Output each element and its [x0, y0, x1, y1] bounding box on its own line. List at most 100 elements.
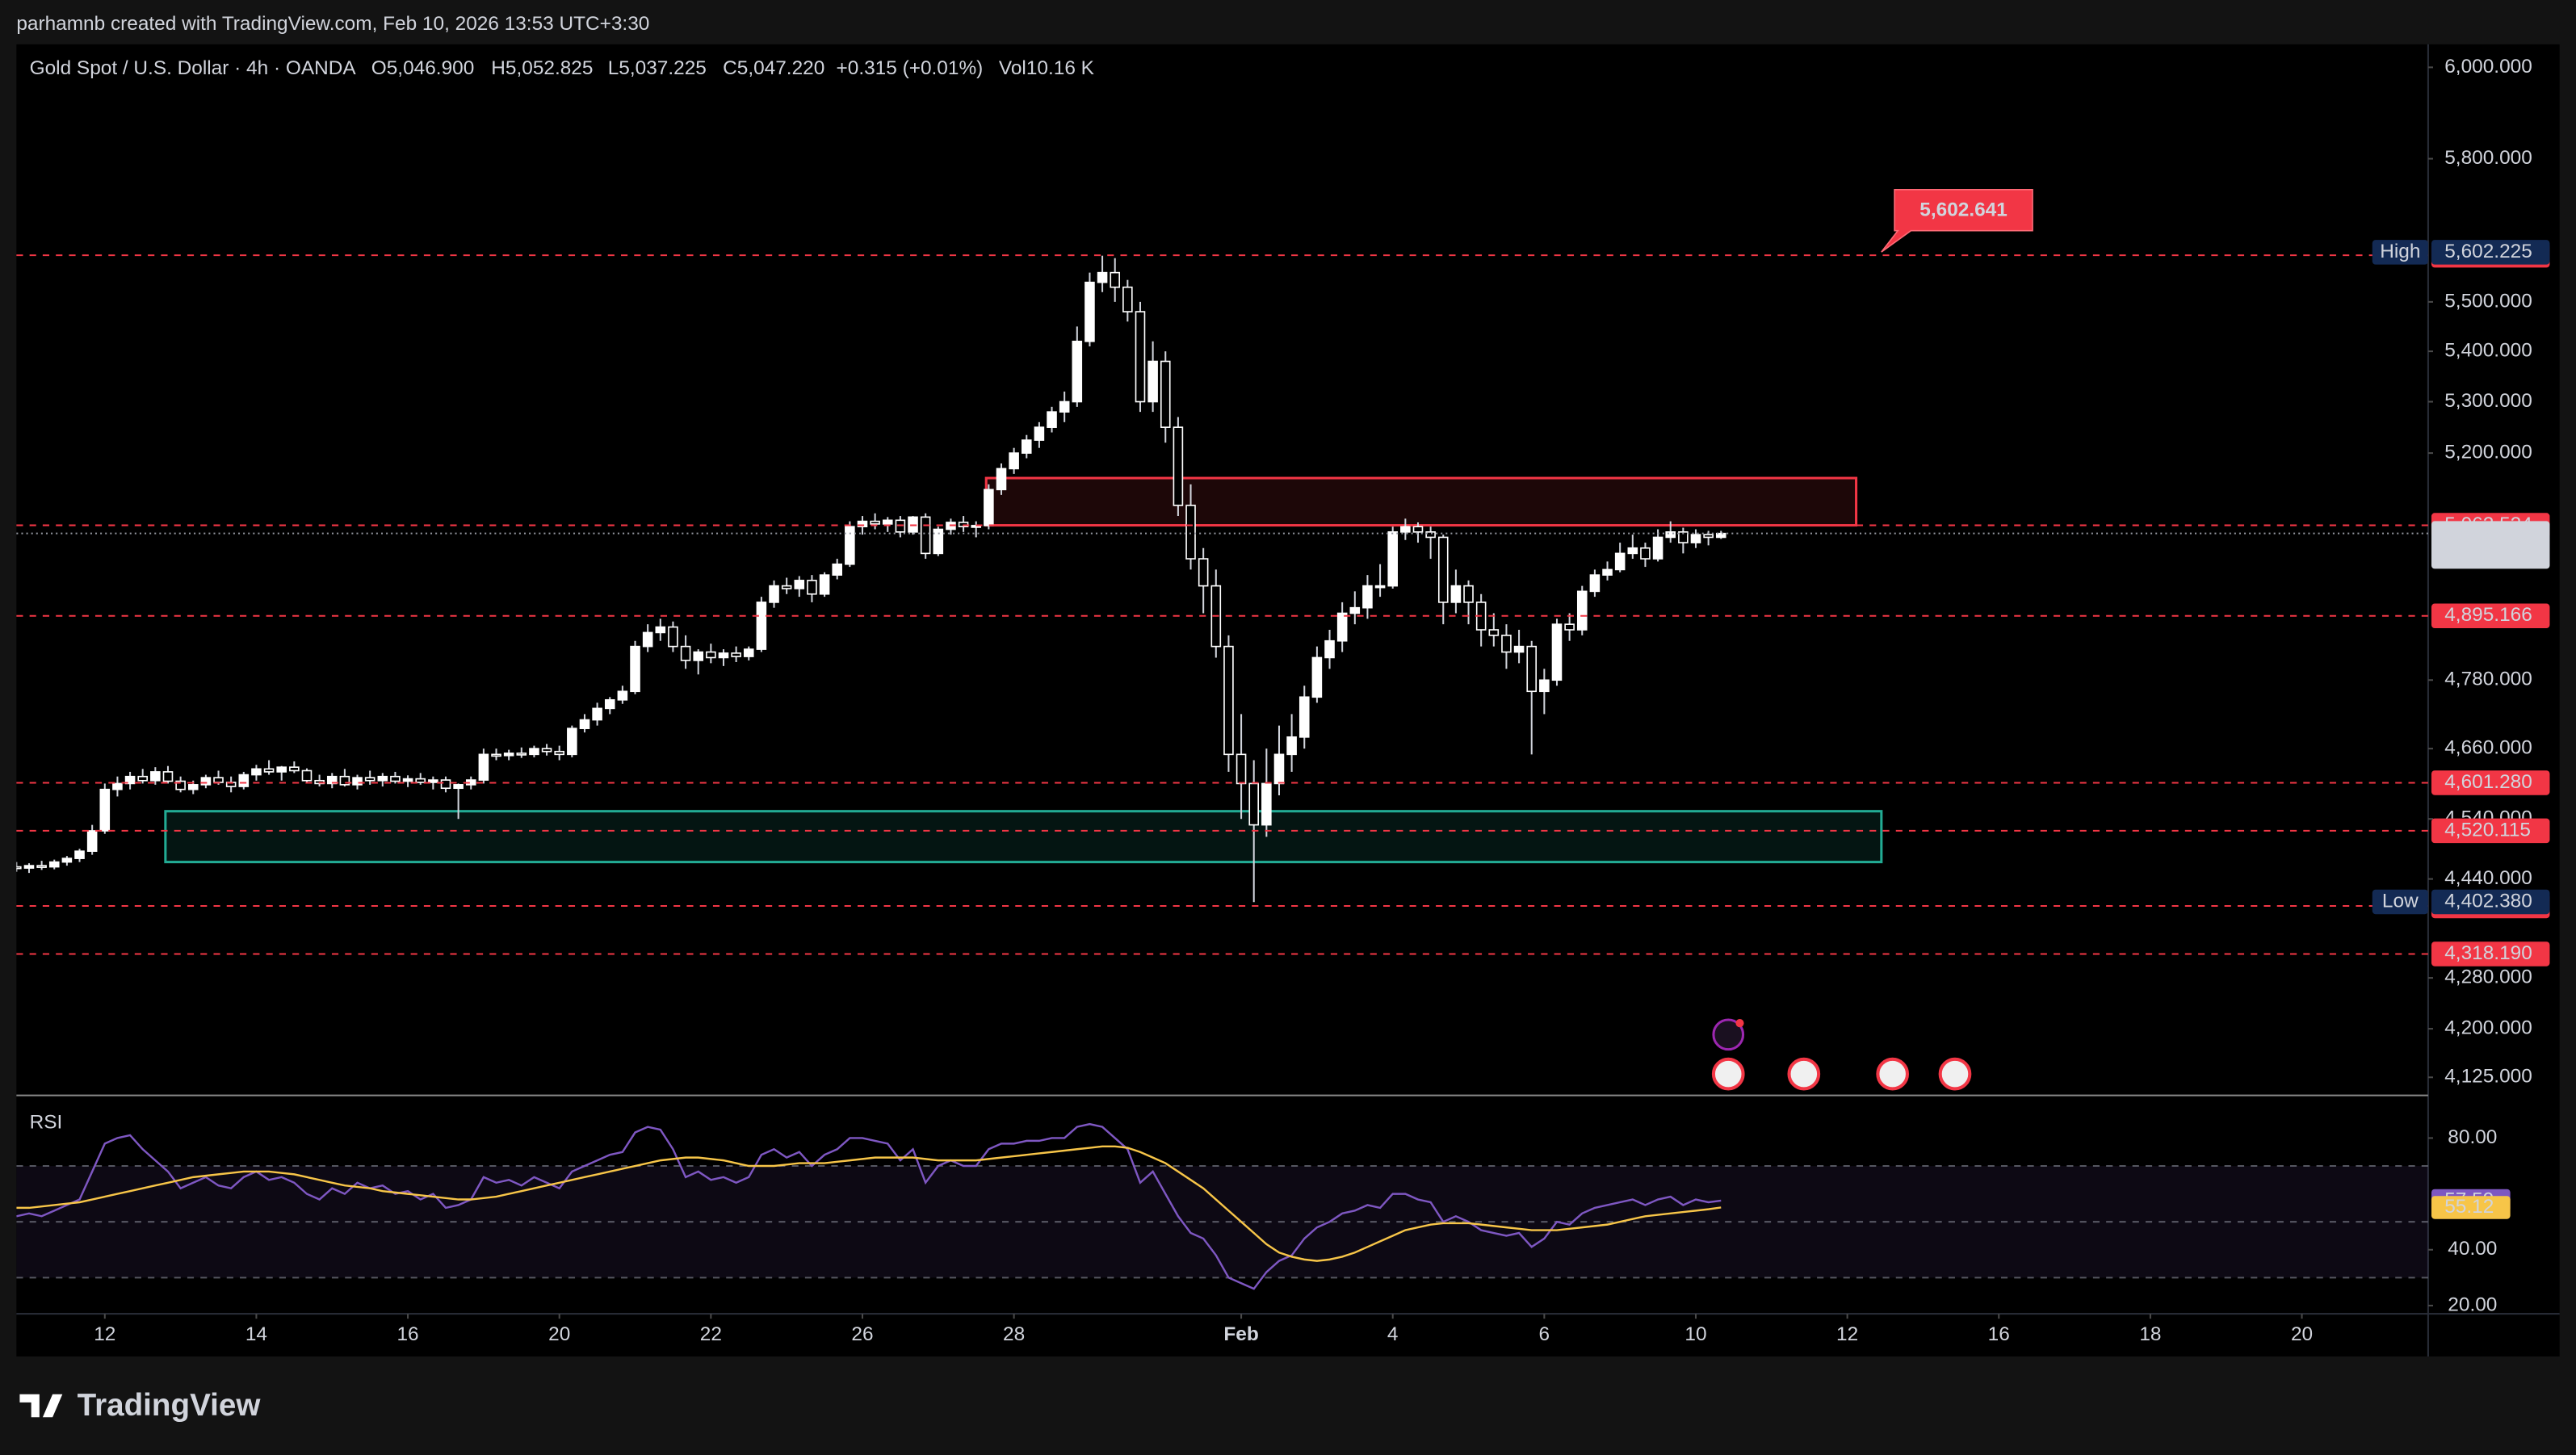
candle-body	[503, 753, 514, 757]
y-tick-label: 20.00	[2448, 1294, 2497, 1315]
candle-body	[1336, 612, 1348, 642]
candle-body	[516, 753, 527, 756]
candle-body	[592, 707, 602, 721]
candle-body	[124, 775, 136, 785]
candle-body	[1160, 360, 1171, 428]
candle-body	[1576, 590, 1588, 631]
rsi-value-box	[2431, 1196, 2511, 1219]
event-flag	[1711, 1057, 1745, 1091]
candle-body	[1425, 531, 1436, 539]
logo-text: TradingView	[78, 1388, 262, 1423]
candle-body	[1513, 645, 1525, 653]
candle-body	[617, 690, 628, 701]
candle-body	[1589, 574, 1601, 593]
candle-body	[604, 698, 615, 710]
level-label-box	[2431, 818, 2550, 844]
candle-body	[706, 651, 716, 659]
candle-body	[289, 766, 300, 772]
x-tick-label: 16	[1988, 1323, 2010, 1345]
candle-body	[1122, 286, 1133, 312]
price-pane	[16, 255, 1883, 903]
y-tick-label: 4,440.000	[2444, 867, 2532, 889]
candle-body	[390, 775, 401, 782]
candle-body	[1198, 558, 1209, 587]
rsi-line	[16, 1122, 1722, 1290]
candle-body	[187, 784, 199, 790]
candle-body	[857, 520, 868, 528]
candle-body	[870, 520, 880, 525]
candle-body	[845, 526, 855, 565]
candle-body	[175, 780, 186, 790]
callout-box	[1881, 189, 2033, 253]
candle-body	[579, 719, 590, 729]
candle-body	[1085, 281, 1095, 342]
callout-text: 5,602.641	[1919, 199, 2008, 221]
y-tick-label: 4,200.000	[2444, 1017, 2532, 1039]
candle-body	[1110, 271, 1120, 288]
candle-body	[428, 779, 438, 783]
zone	[164, 810, 1883, 864]
y-tick-label: 4,780.000	[2444, 669, 2532, 690]
candle-body	[655, 626, 666, 634]
last-price-label: 5,047.220	[2444, 522, 2532, 543]
candle-body	[1551, 623, 1563, 681]
x-tick-label: 4	[1387, 1323, 1399, 1345]
rsi-band	[16, 1166, 2428, 1278]
level-label: 4,895.166	[2444, 604, 2532, 626]
candle-body	[541, 748, 552, 753]
y-tick-label: 40.00	[2448, 1238, 2497, 1260]
candle-body	[1286, 736, 1297, 756]
ohlc-legend: +0.315 (+0.01%)	[837, 57, 984, 79]
candle-body	[920, 516, 931, 555]
ohlc-legend: Vol10.16 K	[999, 57, 1094, 79]
x-tick-label: 12	[1836, 1323, 1858, 1345]
candle-body	[1678, 531, 1689, 543]
candle-body	[238, 774, 250, 787]
x-tick-label: Feb	[1223, 1323, 1258, 1345]
extreme-tag: High	[2380, 241, 2420, 262]
level-label: 4,520.115	[2444, 819, 2531, 841]
candle-body	[251, 768, 262, 776]
candle-body	[807, 580, 817, 595]
candle-body	[1690, 534, 1701, 543]
extreme-tag: Low	[2382, 890, 2419, 912]
x-tick-label: 20	[548, 1323, 570, 1345]
candle-body	[1614, 552, 1626, 571]
candle-body	[263, 768, 275, 773]
extreme-value-box	[2431, 240, 2550, 265]
event-icons	[1711, 1018, 1972, 1091]
level-label: 4,318.190	[2444, 942, 2532, 964]
candle-body	[1311, 656, 1323, 698]
candle-body	[1564, 623, 1575, 631]
rsi-line	[16, 1145, 1722, 1262]
candle-body	[1248, 782, 1259, 826]
y-tick-label: 80.00	[2448, 1126, 2497, 1148]
candle-body	[86, 830, 98, 852]
candle-body	[1539, 679, 1550, 693]
x-tick-label: 16	[397, 1323, 419, 1345]
candle-body	[642, 631, 653, 648]
candle-body	[554, 750, 564, 756]
candle-body	[491, 753, 501, 757]
candle-body	[769, 585, 779, 603]
chart-area	[16, 44, 2560, 1356]
y-tick-label: 4,660.000	[2444, 737, 2532, 759]
candle-body	[453, 784, 464, 790]
candle-body	[1665, 531, 1676, 539]
candle-body	[1387, 531, 1399, 587]
candle-body	[1463, 585, 1474, 603]
candle-body	[1236, 753, 1247, 785]
x-tick-label: 6	[1539, 1323, 1550, 1345]
candle-body	[1021, 439, 1032, 454]
candle-body	[1034, 426, 1045, 441]
candle-body	[1488, 629, 1500, 636]
candle-body	[668, 626, 678, 648]
ohlc-legend: C5,047.220	[723, 57, 824, 79]
candle-body	[23, 865, 35, 869]
candle-body	[630, 645, 640, 693]
candle-body	[529, 748, 539, 756]
level-label-box	[2431, 770, 2550, 795]
candle-body	[1059, 400, 1070, 413]
candle-body	[1047, 411, 1057, 428]
